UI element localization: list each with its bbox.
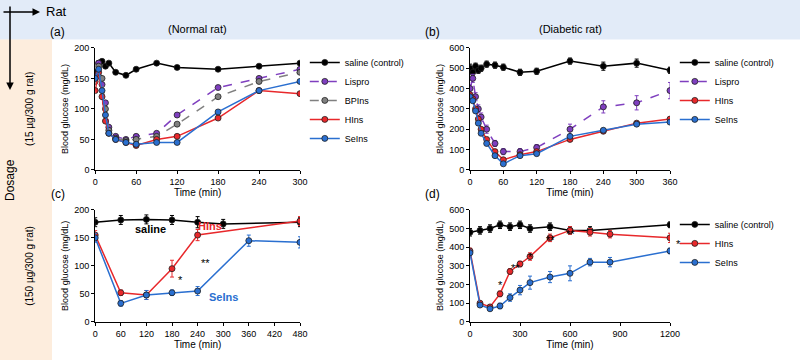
svg-text:0: 0 bbox=[84, 317, 89, 327]
svg-text:HIns: HIns bbox=[345, 115, 364, 125]
svg-text:50: 50 bbox=[79, 135, 89, 145]
svg-text:*: * bbox=[178, 274, 183, 286]
svg-text:(15 µg/300 g rat): (15 µg/300 g rat) bbox=[24, 72, 35, 146]
svg-text:900: 900 bbox=[612, 329, 627, 339]
svg-text:1200: 1200 bbox=[660, 329, 680, 339]
svg-text:Blood glucose (mg/dL): Blood glucose (mg/dL) bbox=[435, 64, 445, 154]
svg-text:**: ** bbox=[546, 234, 555, 246]
svg-text:0: 0 bbox=[459, 317, 464, 327]
svg-text:420: 420 bbox=[267, 329, 282, 339]
svg-text:(c): (c) bbox=[51, 187, 65, 201]
svg-text:Lispro: Lispro bbox=[345, 77, 370, 87]
svg-text:saline (control): saline (control) bbox=[715, 220, 774, 230]
svg-text:150: 150 bbox=[74, 74, 89, 84]
svg-text:360: 360 bbox=[241, 329, 256, 339]
svg-text:60: 60 bbox=[116, 329, 126, 339]
svg-text:600: 600 bbox=[449, 43, 464, 53]
svg-text:saline (control): saline (control) bbox=[345, 58, 404, 68]
svg-text:Rat: Rat bbox=[46, 4, 67, 19]
svg-text:120: 120 bbox=[529, 177, 544, 187]
svg-text:400: 400 bbox=[449, 242, 464, 252]
svg-text:300: 300 bbox=[449, 261, 464, 271]
svg-text:saline (control): saline (control) bbox=[715, 58, 774, 68]
svg-text:Time (min): Time (min) bbox=[546, 187, 593, 198]
svg-text:Blood glucose (mg/dL): Blood glucose (mg/dL) bbox=[60, 64, 70, 154]
svg-text:0: 0 bbox=[459, 165, 464, 175]
svg-text:(d): (d) bbox=[425, 187, 440, 201]
svg-text:300: 300 bbox=[629, 177, 644, 187]
svg-text:200: 200 bbox=[449, 280, 464, 290]
svg-text:50: 50 bbox=[79, 289, 89, 299]
svg-text:**: ** bbox=[201, 257, 210, 269]
svg-text:SeIns: SeIns bbox=[715, 258, 739, 268]
svg-text:(b): (b) bbox=[425, 25, 440, 39]
svg-text:60: 60 bbox=[131, 177, 141, 187]
svg-text:120: 120 bbox=[170, 177, 185, 187]
svg-text:Time (min): Time (min) bbox=[174, 339, 221, 350]
svg-text:240: 240 bbox=[596, 177, 611, 187]
svg-text:SeIns: SeIns bbox=[345, 134, 369, 144]
svg-text:120: 120 bbox=[139, 329, 154, 339]
svg-text:180: 180 bbox=[164, 329, 179, 339]
svg-text:Time (min): Time (min) bbox=[546, 339, 593, 350]
svg-text:100: 100 bbox=[449, 298, 464, 308]
svg-text:SeIns: SeIns bbox=[209, 291, 238, 303]
svg-text:500: 500 bbox=[449, 63, 464, 73]
svg-text:(Normal rat): (Normal rat) bbox=[168, 23, 227, 35]
svg-text:150: 150 bbox=[74, 233, 89, 243]
svg-text:**: ** bbox=[511, 262, 520, 274]
svg-text:0: 0 bbox=[84, 165, 89, 175]
svg-text:Blood glucose (mg/dL): Blood glucose (mg/dL) bbox=[435, 221, 445, 311]
svg-text:500: 500 bbox=[449, 224, 464, 234]
svg-text:200: 200 bbox=[74, 205, 89, 215]
svg-text:HIns: HIns bbox=[198, 220, 222, 232]
svg-text:HIns: HIns bbox=[715, 239, 734, 249]
svg-text:(a): (a) bbox=[50, 25, 65, 39]
svg-text:*: * bbox=[676, 238, 681, 250]
svg-text:360: 360 bbox=[662, 177, 677, 187]
svg-text:(150 µg/300 g rat): (150 µg/300 g rat) bbox=[24, 226, 35, 306]
svg-text:*: * bbox=[528, 251, 533, 263]
svg-text:600: 600 bbox=[449, 205, 464, 215]
svg-text:300: 300 bbox=[512, 329, 527, 339]
svg-text:saline: saline bbox=[135, 223, 166, 235]
svg-text:300: 300 bbox=[449, 104, 464, 114]
svg-text:100: 100 bbox=[74, 261, 89, 271]
svg-text:**: ** bbox=[566, 228, 575, 240]
svg-text:240: 240 bbox=[190, 329, 205, 339]
svg-text:0: 0 bbox=[93, 329, 98, 339]
svg-text:400: 400 bbox=[449, 84, 464, 94]
svg-text:Blood glucose (mg/dL): Blood glucose (mg/dL) bbox=[60, 221, 70, 311]
svg-text:HIns: HIns bbox=[715, 96, 734, 106]
svg-text:480: 480 bbox=[292, 329, 307, 339]
svg-text:Lispro: Lispro bbox=[715, 77, 740, 87]
svg-text:600: 600 bbox=[562, 329, 577, 339]
svg-text:300: 300 bbox=[292, 177, 307, 187]
svg-text:200: 200 bbox=[74, 43, 89, 53]
svg-text:100: 100 bbox=[449, 145, 464, 155]
svg-text:300: 300 bbox=[216, 329, 231, 339]
svg-text:0: 0 bbox=[93, 177, 98, 187]
svg-text:Time (min): Time (min) bbox=[174, 187, 221, 198]
svg-text:SeIns: SeIns bbox=[715, 115, 739, 125]
svg-text:60: 60 bbox=[498, 177, 508, 187]
svg-text:Dosage: Dosage bbox=[3, 159, 17, 201]
svg-text:BPIns: BPIns bbox=[345, 96, 370, 106]
svg-text:240: 240 bbox=[252, 177, 267, 187]
svg-text:0: 0 bbox=[467, 329, 472, 339]
svg-text:0: 0 bbox=[467, 177, 472, 187]
svg-text:(Diabetic rat): (Diabetic rat) bbox=[539, 23, 602, 35]
svg-text:200: 200 bbox=[449, 124, 464, 134]
svg-text:180: 180 bbox=[562, 177, 577, 187]
svg-text:*: * bbox=[498, 279, 503, 291]
svg-text:180: 180 bbox=[211, 177, 226, 187]
svg-text:100: 100 bbox=[74, 104, 89, 114]
